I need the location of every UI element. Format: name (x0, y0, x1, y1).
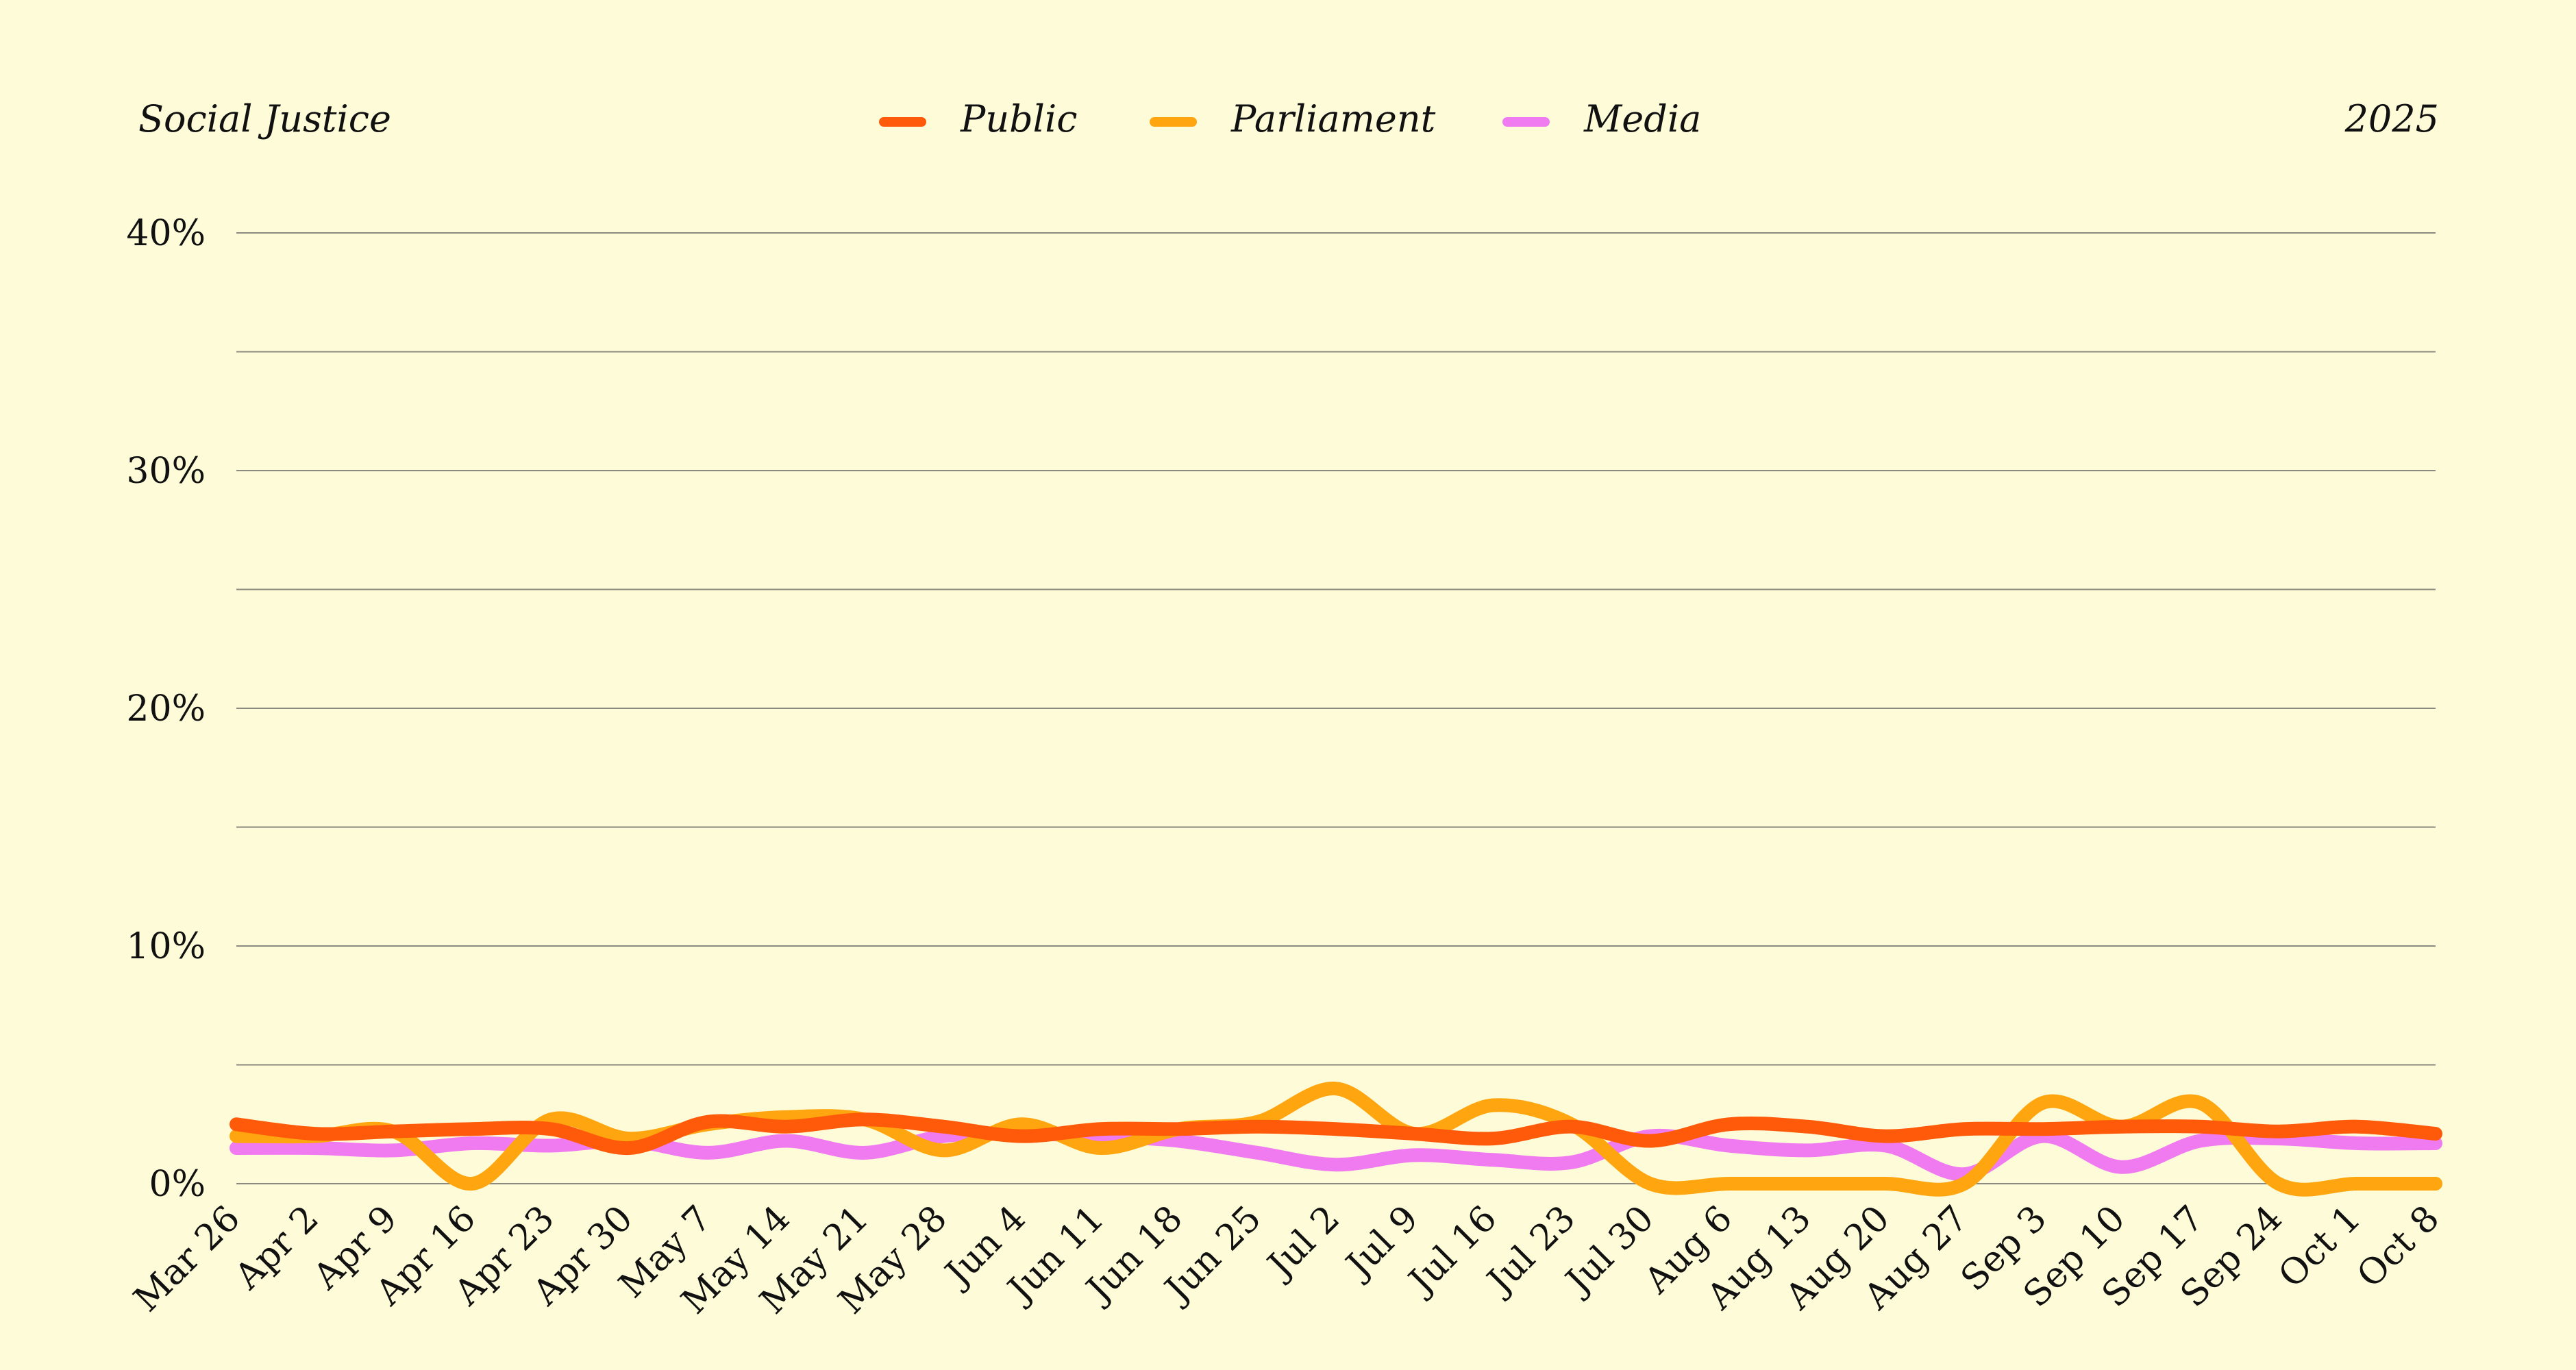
y-axis-ticks: 0% 10% 20% 30% 40% (126, 213, 206, 1205)
x-tick-label: Apr 2 (227, 1198, 327, 1298)
series-line-media (230, 1126, 2442, 1182)
series-line-public (230, 1112, 2442, 1156)
x-tick-label: Mar 26 (126, 1198, 248, 1320)
y-tick-label: 20% (126, 688, 206, 730)
grid-lines (236, 232, 2436, 1184)
legend-label-public: Public (960, 97, 1077, 140)
legend-label-media: Media (1583, 97, 1701, 140)
y-tick-label: 40% (126, 213, 206, 254)
x-tick-label: Oct 8 (2349, 1198, 2447, 1296)
x-tick-label: Jul 30 (1556, 1198, 1662, 1304)
x-tick-label: Oct 1 (2271, 1198, 2369, 1296)
chart-title: Social Justice (138, 97, 391, 140)
y-tick-label: 10% (126, 926, 206, 967)
x-tick-label: Jul 23 (1477, 1198, 1583, 1304)
x-tick-label: Jul 2 (1258, 1198, 1348, 1288)
year-label: 2025 (2344, 97, 2439, 140)
x-tick-label: Jul 16 (1399, 1198, 1505, 1304)
series-line-parliament (230, 1082, 2442, 1197)
legend: Public Parliament Media (879, 97, 1701, 140)
legend-label-parliament: Parliament (1230, 97, 1436, 140)
y-tick-label: 0% (149, 1164, 206, 1205)
series-lines (230, 1082, 2442, 1197)
y-tick-label: 30% (126, 451, 206, 492)
